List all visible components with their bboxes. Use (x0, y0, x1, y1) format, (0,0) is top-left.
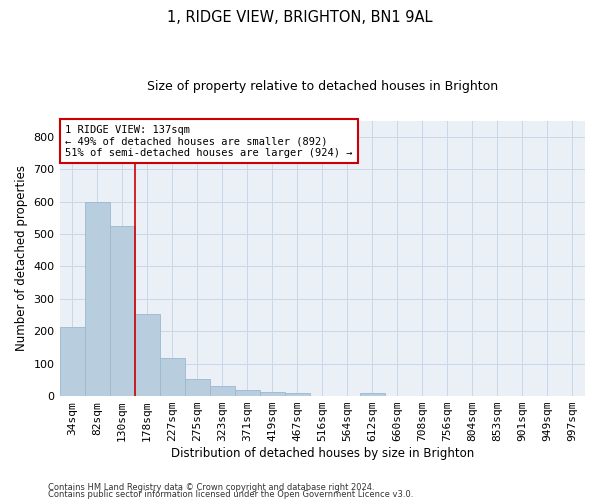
Bar (160, 358, 185, 396)
Text: 1 RIDGE VIEW: 137sqm
← 49% of detached houses are smaller (892)
51% of semi-deta: 1 RIDGE VIEW: 137sqm ← 49% of detached h… (65, 124, 352, 158)
Bar (110, 226, 134, 396)
X-axis label: Distribution of detached houses by size in Brighton: Distribution of detached houses by size … (170, 447, 474, 460)
Text: 1, RIDGE VIEW, BRIGHTON, BN1 9AL: 1, RIDGE VIEW, BRIGHTON, BN1 9AL (167, 10, 433, 25)
Bar (235, 390, 260, 396)
Bar (85, 202, 110, 396)
Y-axis label: Number of detached properties: Number of detached properties (15, 166, 28, 352)
Bar (209, 386, 235, 396)
Bar (260, 392, 285, 396)
Bar (185, 379, 209, 396)
Title: Size of property relative to detached houses in Brighton: Size of property relative to detached ho… (147, 80, 498, 93)
Bar (285, 393, 310, 396)
Bar (360, 393, 385, 396)
Bar (59, 327, 85, 396)
Text: Contains HM Land Registry data © Crown copyright and database right 2024.: Contains HM Land Registry data © Crown c… (48, 484, 374, 492)
Text: Contains public sector information licensed under the Open Government Licence v3: Contains public sector information licen… (48, 490, 413, 499)
Bar (134, 314, 160, 396)
